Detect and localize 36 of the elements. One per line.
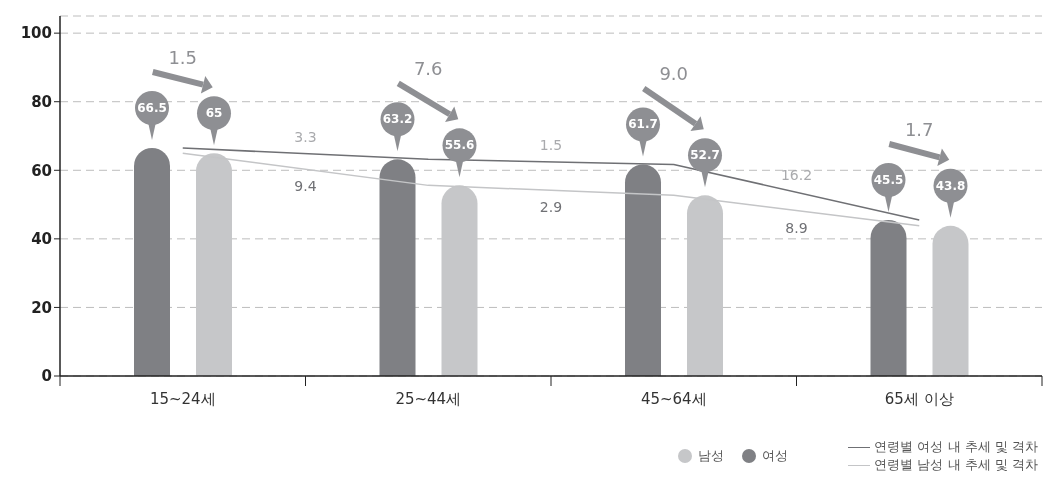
x-tick-label: 15~24세 bbox=[149, 390, 216, 408]
legend-label: 연령별 남성 내 추세 및 격차 bbox=[873, 456, 1038, 474]
annotation: 2.9 bbox=[539, 199, 563, 216]
y-tick-label: 100 bbox=[20, 24, 52, 43]
y-tick-label: 60 bbox=[31, 161, 52, 180]
y-tick-label: 80 bbox=[31, 93, 52, 112]
legend-label: 남성 bbox=[697, 447, 725, 465]
legend-label: 연령별 여성 내 추세 및 격차 bbox=[873, 438, 1038, 456]
data-label: 65 bbox=[205, 106, 223, 121]
data-label: 52.7 bbox=[690, 148, 720, 163]
annotation: 9.4 bbox=[294, 178, 317, 195]
y-tick-label: 40 bbox=[31, 230, 52, 249]
annotation: 1.7 bbox=[904, 119, 934, 140]
data-label: 63.2 bbox=[382, 112, 413, 127]
x-tick-label: 25~44세 bbox=[395, 390, 462, 408]
x-tick-label: 45~64세 bbox=[640, 390, 707, 408]
y-tick-label: 0 bbox=[41, 367, 52, 386]
bar bbox=[379, 159, 416, 376]
data-label: 55.6 bbox=[444, 138, 475, 153]
annotation: 9.0 bbox=[659, 63, 689, 85]
annotation: 1.5 bbox=[539, 136, 563, 153]
annotation: 1.5 bbox=[168, 47, 198, 68]
legend-label: 여성 bbox=[761, 447, 789, 465]
data-label: 66.5 bbox=[137, 101, 167, 115]
bar bbox=[870, 220, 907, 376]
annotation: 16.2 bbox=[780, 167, 813, 184]
data-label: 43.8 bbox=[935, 178, 966, 193]
annotation: 7.6 bbox=[413, 58, 443, 80]
x-tick-label: 65세 이상 bbox=[884, 390, 954, 408]
data-label: 45.5 bbox=[873, 173, 904, 187]
annotation: 3.3 bbox=[294, 128, 317, 145]
data-label: 61.7 bbox=[628, 117, 658, 132]
bar bbox=[625, 164, 661, 376]
annotation: 8.9 bbox=[785, 219, 808, 236]
bar bbox=[134, 148, 170, 376]
y-tick-label: 20 bbox=[31, 298, 52, 317]
